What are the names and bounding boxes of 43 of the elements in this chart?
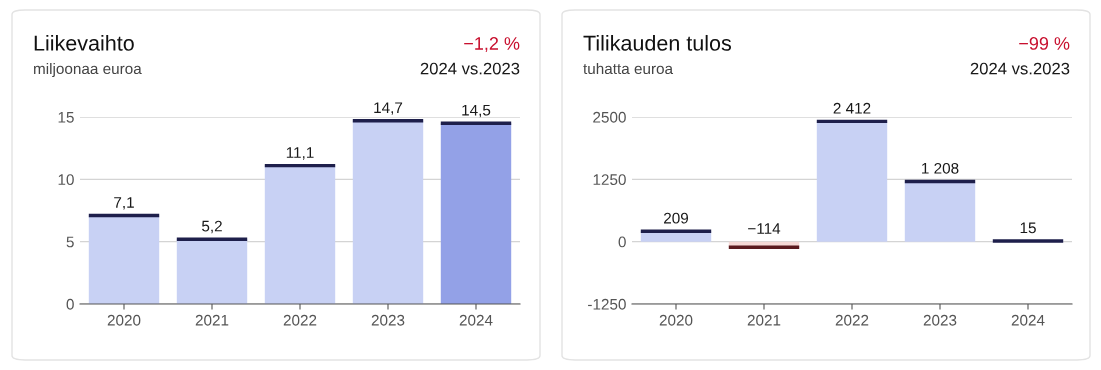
x-tick-label: 2022 — [283, 314, 317, 326]
text: 2024 vs.2023 — [970, 62, 1070, 75]
text: −99 % — [1019, 37, 1070, 50]
chart-title: Liikevaihto — [34, 34, 134, 51]
text: −1,2 % — [464, 37, 520, 52]
bar — [352, 120, 424, 304]
chart-subtitle: tuhatta euroa — [583, 62, 674, 75]
x-tick-label: 2022 — [835, 314, 869, 326]
y-tick-label: 5 — [66, 236, 74, 248]
y-tick-label: 10 — [58, 174, 74, 186]
data-label: −114 — [748, 223, 781, 234]
data-label: 1 208 — [922, 162, 959, 174]
y-tick-label: 2500 — [593, 111, 626, 123]
bar — [176, 239, 248, 304]
data-label: 5,2 — [201, 220, 222, 234]
data-label: 14,5 — [462, 104, 491, 118]
x-tick-label: 2021 — [195, 314, 229, 326]
x-tick-label: 2023 — [923, 314, 957, 326]
bar — [816, 121, 888, 242]
y-tick-label: 0 — [66, 298, 74, 310]
text: 2024 vs.2023 — [420, 62, 520, 75]
x-tick-label: 2020 — [659, 314, 693, 326]
data-label: 14,7 — [374, 102, 403, 115]
y-tick-label: 1250 — [593, 174, 626, 186]
x-tick-label: 2024 — [1011, 314, 1045, 326]
y-tick-label: 15 — [58, 112, 74, 123]
chart-subtitle: miljoonaa euroa — [34, 62, 142, 78]
data-label: 11,1 — [286, 147, 314, 160]
x-tick-label: 2023 — [371, 314, 405, 326]
bar — [904, 181, 976, 242]
data-label: 2 412 — [833, 102, 871, 114]
x-tick-label: 2024 — [459, 314, 493, 326]
bar — [88, 215, 160, 304]
data-label: 209 — [664, 212, 689, 224]
y-tick-label: 0 — [618, 236, 626, 248]
data-label: 15 — [1020, 222, 1036, 234]
bar — [440, 123, 512, 304]
y-tick-label: -1250 — [588, 298, 626, 310]
x-tick-label: 2020 — [107, 314, 141, 326]
x-tick-label: 2021 — [747, 314, 781, 326]
chart-title: Tilikauden tulos — [583, 34, 731, 51]
bar — [264, 165, 336, 304]
data-label: 7,1 — [114, 197, 134, 210]
